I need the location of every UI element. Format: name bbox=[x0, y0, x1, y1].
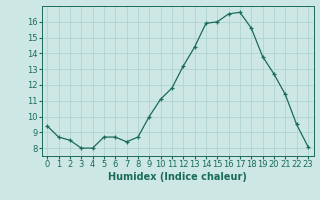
X-axis label: Humidex (Indice chaleur): Humidex (Indice chaleur) bbox=[108, 172, 247, 182]
